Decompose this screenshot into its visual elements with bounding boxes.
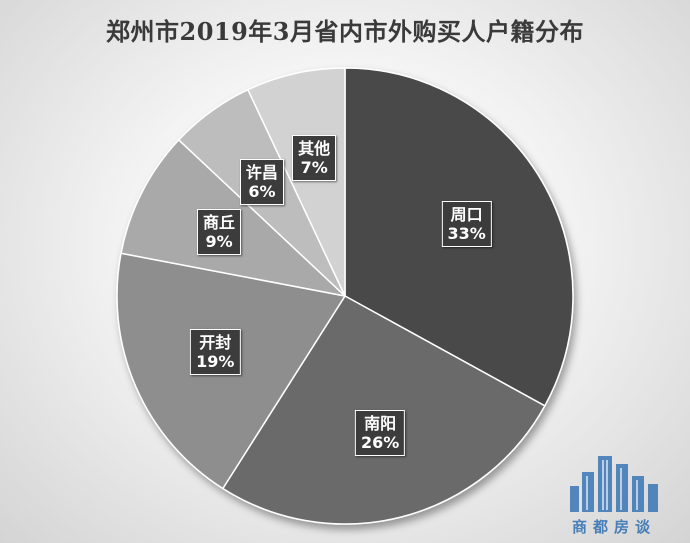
data-label-name: 周口 bbox=[450, 205, 483, 225]
data-label-3: 商丘 9% bbox=[197, 208, 242, 255]
data-label-value: 33% bbox=[447, 224, 486, 244]
shangdu-logo-icon bbox=[570, 456, 658, 512]
data-label-value: 19% bbox=[196, 352, 235, 372]
data-label-value: 9% bbox=[205, 231, 233, 251]
data-label-0: 周口 33% bbox=[441, 201, 492, 248]
data-label-name: 其他 bbox=[298, 139, 331, 159]
data-label-1: 南阳 26% bbox=[354, 409, 406, 456]
chart-title: 郑州市2019年3月省内市外购买人户籍分布 bbox=[106, 17, 584, 46]
data-label-name: 商丘 bbox=[203, 212, 236, 232]
data-label-value: 6% bbox=[248, 181, 276, 201]
pie-slices bbox=[116, 67, 574, 525]
data-label-value: 7% bbox=[300, 158, 328, 178]
data-label-name: 许昌 bbox=[245, 162, 278, 182]
data-label-name: 南阳 bbox=[364, 413, 397, 433]
data-label-5: 其他 7% bbox=[292, 135, 337, 182]
data-label-2: 开封 19% bbox=[190, 329, 241, 376]
data-label-name: 开封 bbox=[199, 333, 232, 353]
data-label-value: 26% bbox=[360, 432, 400, 452]
pie-slice-5 bbox=[246, 67, 346, 297]
watermark-text: 商都房谈 bbox=[572, 518, 657, 536]
data-label-4: 许昌 6% bbox=[239, 158, 284, 205]
